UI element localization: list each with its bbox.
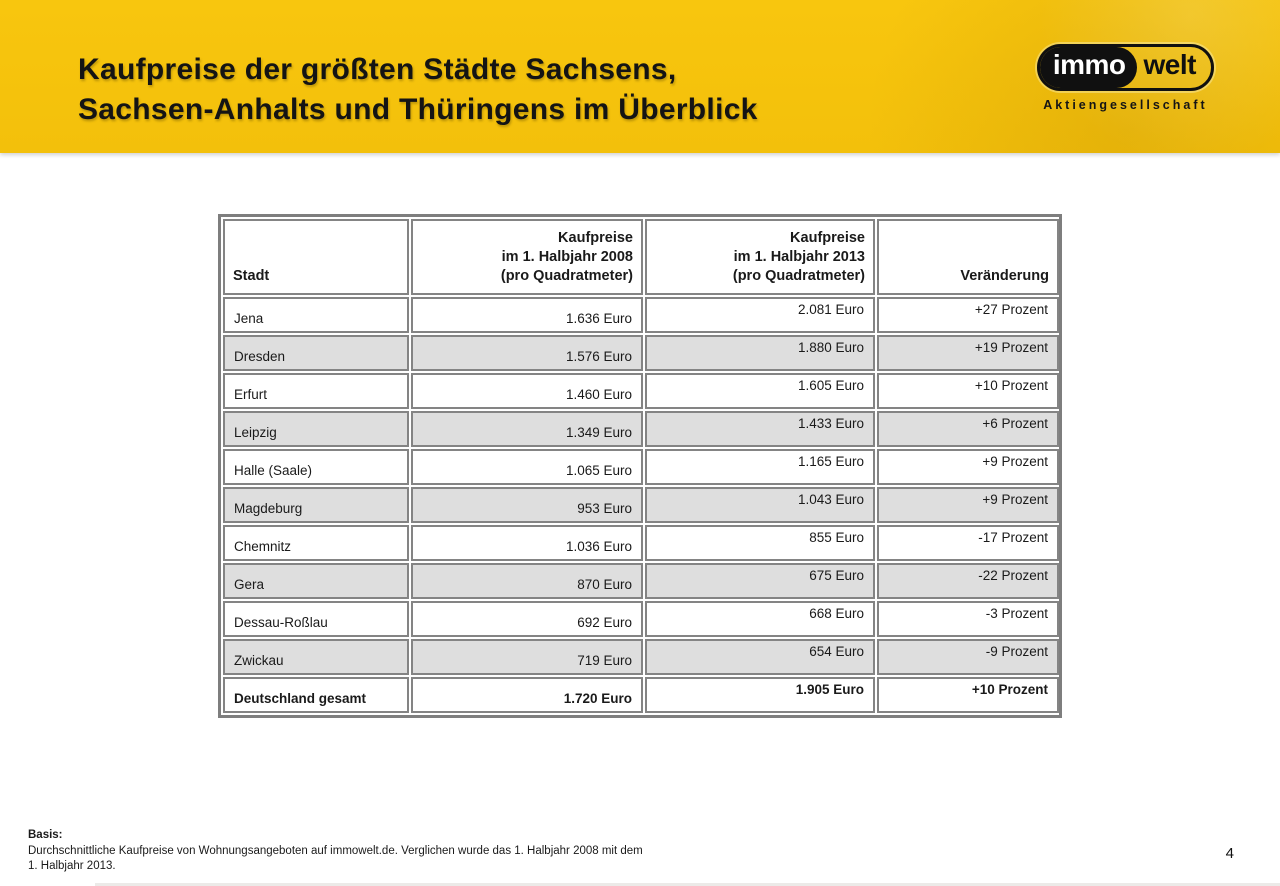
price-table-grid: Stadt Kaufpreise im 1. Halbjahr 2008 (pr… [221,217,1061,715]
table-row-zwickau: Zwickau 719 Euro 654 Euro -9 Prozent [223,639,1059,675]
cell-kaufpreis-2008: 1.349 Euro [411,411,643,447]
cell-kaufpreis-2008: 1.036 Euro [411,525,643,561]
price-table: Stadt Kaufpreise im 1. Halbjahr 2008 (pr… [218,214,1062,718]
source-note: Basis: Durchschnittliche Kaufpreise von … [28,828,653,875]
cell-stadt: Zwickau [223,639,409,675]
table-row-halle: Halle (Saale) 1.065 Euro 1.165 Euro +9 P… [223,449,1059,485]
cell-kaufpreis-2013: 668 Euro [645,601,875,637]
table-row-deutschland-gesamt: Deutschland gesamt 1.720 Euro 1.905 Euro… [223,677,1059,713]
cell-veraenderung: +10 Prozent [877,677,1059,713]
column-header-veraenderung: Veränderung [877,219,1059,295]
column-header-kaufpreise-2013: Kaufpreise im 1. Halbjahr 2013 (pro Quad… [645,219,875,295]
cell-veraenderung: +9 Prozent [877,487,1059,523]
cell-kaufpreis-2013: 1.605 Euro [645,373,875,409]
cell-stadt: Jena [223,297,409,333]
source-note-text: Durchschnittliche Kaufpreise von Wohnung… [28,844,643,873]
header-banner: Kaufpreise der größten Städte Sachsens, … [0,0,1280,153]
cell-kaufpreis-2008: 1.576 Euro [411,335,643,371]
cell-veraenderung: -3 Prozent [877,601,1059,637]
table-row-gera: Gera 870 Euro 675 Euro -22 Prozent [223,563,1059,599]
cell-kaufpreis-2013: 1.433 Euro [645,411,875,447]
page-title-line-2: Sachsen-Anhalts und Thüringens im Überbl… [78,93,758,126]
cell-stadt: Dresden [223,335,409,371]
cell-stadt: Leipzig [223,411,409,447]
cell-stadt: Magdeburg [223,487,409,523]
table-row-magdeburg: Magdeburg 953 Euro 1.043 Euro +9 Prozent [223,487,1059,523]
cell-veraenderung: +6 Prozent [877,411,1059,447]
column-header-stadt: Stadt [223,219,409,295]
immowelt-logo: immo welt Aktiengesellschaft [1036,44,1214,112]
table-row-dessau: Dessau-Roßlau 692 Euro 668 Euro -3 Proze… [223,601,1059,637]
logo-subtitle: Aktiengesellschaft [1043,98,1208,112]
page-title: Kaufpreise der größten Städte Sachsens, … [78,50,758,130]
column-header-kaufpreise-2008: Kaufpreise im 1. Halbjahr 2008 (pro Quad… [411,219,643,295]
cell-stadt: Erfurt [223,373,409,409]
cell-kaufpreis-2013: 855 Euro [645,525,875,561]
cell-kaufpreis-2013: 654 Euro [645,639,875,675]
cell-kaufpreis-2008: 719 Euro [411,639,643,675]
table-row-jena: Jena 1.636 Euro 2.081 Euro +27 Prozent [223,297,1059,333]
cell-veraenderung: +27 Prozent [877,297,1059,333]
cell-kaufpreis-2013: 1.880 Euro [645,335,875,371]
cell-kaufpreis-2013: 1.043 Euro [645,487,875,523]
cell-veraenderung: +9 Prozent [877,449,1059,485]
cell-veraenderung: -22 Prozent [877,563,1059,599]
table-header-row: Stadt Kaufpreise im 1. Halbjahr 2008 (pr… [223,219,1059,295]
source-note-label: Basis: [28,829,63,841]
cell-kaufpreis-2013: 675 Euro [645,563,875,599]
cell-kaufpreis-2008: 1.065 Euro [411,449,643,485]
cell-kaufpreis-2013: 1.165 Euro [645,449,875,485]
logo-immo-text: immo [1039,47,1137,88]
immowelt-logo-pill: immo welt [1036,44,1214,91]
cell-kaufpreis-2008: 870 Euro [411,563,643,599]
bottom-strip [95,883,1280,886]
cell-kaufpreis-2008: 1.636 Euro [411,297,643,333]
page-number: 4 [1225,845,1234,862]
table-row-chemnitz: Chemnitz 1.036 Euro 855 Euro -17 Prozent [223,525,1059,561]
cell-stadt: Halle (Saale) [223,449,409,485]
cell-stadt: Deutschland gesamt [223,677,409,713]
cell-kaufpreis-2008: 692 Euro [411,601,643,637]
table-row-leipzig: Leipzig 1.349 Euro 1.433 Euro +6 Prozent [223,411,1059,447]
cell-stadt: Dessau-Roßlau [223,601,409,637]
cell-veraenderung: +10 Prozent [877,373,1059,409]
table-row-erfurt: Erfurt 1.460 Euro 1.605 Euro +10 Prozent [223,373,1059,409]
cell-veraenderung: -17 Prozent [877,525,1059,561]
cell-stadt: Chemnitz [223,525,409,561]
cell-kaufpreis-2013: 1.905 Euro [645,677,875,713]
cell-kaufpreis-2008: 1.460 Euro [411,373,643,409]
cell-kaufpreis-2008: 1.720 Euro [411,677,643,713]
cell-stadt: Gera [223,563,409,599]
cell-kaufpreis-2013: 2.081 Euro [645,297,875,333]
cell-kaufpreis-2008: 953 Euro [411,487,643,523]
cell-veraenderung: -9 Prozent [877,639,1059,675]
page-title-line-1: Kaufpreise der größten Städte Sachsens, [78,53,677,86]
cell-veraenderung: +19 Prozent [877,335,1059,371]
logo-welt-text: welt [1143,49,1197,80]
table-row-dresden: Dresden 1.576 Euro 1.880 Euro +19 Prozen… [223,335,1059,371]
